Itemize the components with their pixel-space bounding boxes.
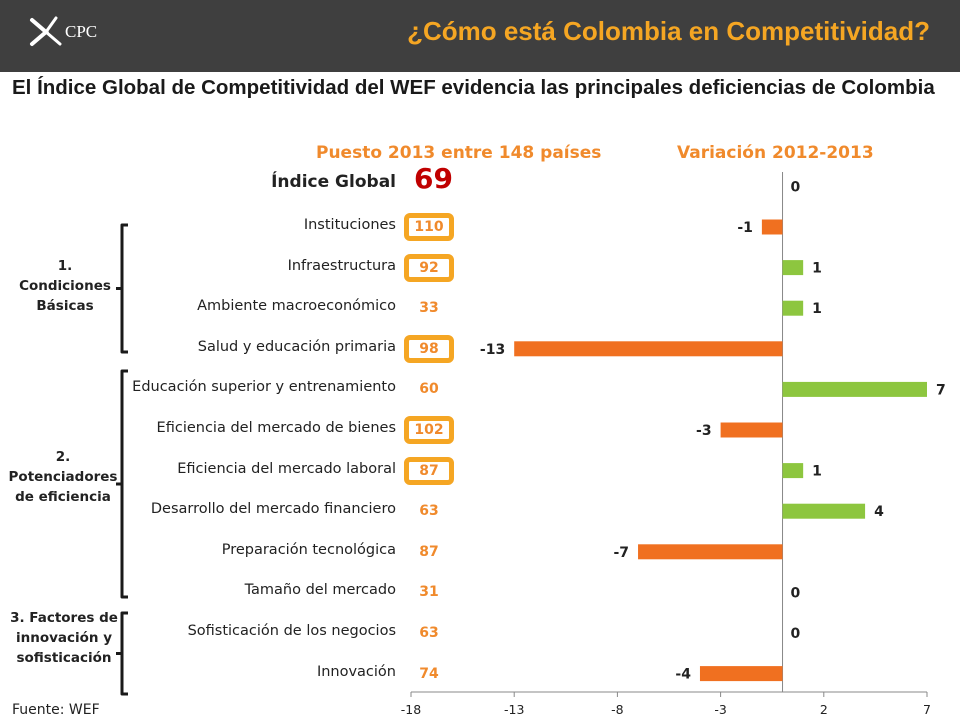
page-title: ¿Cómo está Colombia en Competitividad? <box>407 16 930 46</box>
rank-badge: 63 <box>419 503 439 520</box>
category-label: Preparación tecnológica <box>221 541 396 558</box>
bar-value-label: -13 <box>480 342 505 358</box>
rank-badge: 87 <box>404 456 454 485</box>
variation-bar <box>699 666 783 682</box>
variation-bar <box>514 341 783 357</box>
variation-bar <box>638 544 783 560</box>
bracket-innovation <box>116 611 128 696</box>
category-label: Desarrollo del mercado financiero <box>150 501 396 518</box>
global-index-label: Índice Global <box>271 172 396 192</box>
rank-badge: 92 <box>404 253 454 282</box>
category-label: Salud y educación primaria <box>197 338 396 355</box>
logo-text: CPC <box>65 22 98 41</box>
bar-value-label: -7 <box>613 545 629 561</box>
variation-bar <box>782 260 804 276</box>
variation-bar <box>782 381 927 397</box>
bar-value-label: 4 <box>874 504 884 520</box>
x-tick-label: -8 <box>611 702 624 717</box>
x-tick-label: -18 <box>401 702 421 717</box>
group-label-efficiency: 2. Potenciadores de eficiencia <box>8 449 118 505</box>
source-note: Fuente: WEF <box>12 702 100 718</box>
bar-value-label: 0 <box>791 585 801 601</box>
rank-badge: 74 <box>419 665 439 682</box>
rank-column-header: Puesto 2013 entre 148 países <box>316 143 602 163</box>
global-variation-label: 0 <box>791 179 801 195</box>
bracket-basic <box>116 223 128 354</box>
x-tick-label: -3 <box>714 702 726 717</box>
bar-value-label: 1 <box>812 464 822 480</box>
x-tick-label: -13 <box>504 702 524 717</box>
category-label: Tamaño del mercado <box>244 582 396 599</box>
bracket-efficiency <box>116 369 128 599</box>
rank-badge: 33 <box>419 300 439 317</box>
variation-bar <box>782 503 866 519</box>
category-label: Ambiente macroeconómico <box>197 298 396 315</box>
bar-value-label: 1 <box>812 301 822 317</box>
variation-bar <box>761 219 783 235</box>
bar-value-label: -1 <box>737 220 753 236</box>
bar-value-label: -4 <box>675 667 691 683</box>
category-label: Educación superior y entrenamiento <box>132 379 396 396</box>
rank-badge: 60 <box>419 381 439 398</box>
rank-badge: 63 <box>419 625 439 641</box>
x-tick-label: 2 <box>820 702 828 717</box>
rank-badge: 87 <box>419 543 439 560</box>
variation-bar <box>782 463 804 479</box>
rank-badge: 31 <box>419 584 439 601</box>
group-label-basic: 1. Condiciones Básicas <box>19 258 111 314</box>
rank-badge: 98 <box>404 334 454 363</box>
bar-value-label: -3 <box>696 423 712 439</box>
x-tick-label: 7 <box>923 702 931 717</box>
category-label: Eficiencia del mercado de bienes <box>156 420 396 436</box>
category-label: Eficiencia del mercado laboral <box>177 460 396 477</box>
group-label-innovation: 3. Factores de innovación y sofisticació… <box>10 610 118 666</box>
category-label: Sofisticación de los negocios <box>187 623 396 639</box>
rank-badge: 110 <box>404 213 454 241</box>
category-label: Instituciones <box>303 217 396 233</box>
variation-column-header: Variación 2012-2013 <box>677 143 874 163</box>
page-subtitle: El Índice Global de Competitividad del W… <box>12 76 935 99</box>
variation-bar <box>782 300 804 316</box>
bar-value-label: 1 <box>812 261 822 277</box>
header-bar: CPC ¿Cómo está Colombia en Competitivida… <box>0 0 960 72</box>
bar-value-label: 0 <box>791 626 801 642</box>
bar-value-label: 7 <box>936 382 946 398</box>
global-index-rank: 69 <box>414 162 453 195</box>
variation-bar <box>720 422 783 438</box>
category-label: Innovación <box>316 663 396 680</box>
rank-badge: 102 <box>404 416 454 444</box>
category-label: Infraestructura <box>287 257 396 274</box>
cpc-logo-icon <box>30 16 62 46</box>
